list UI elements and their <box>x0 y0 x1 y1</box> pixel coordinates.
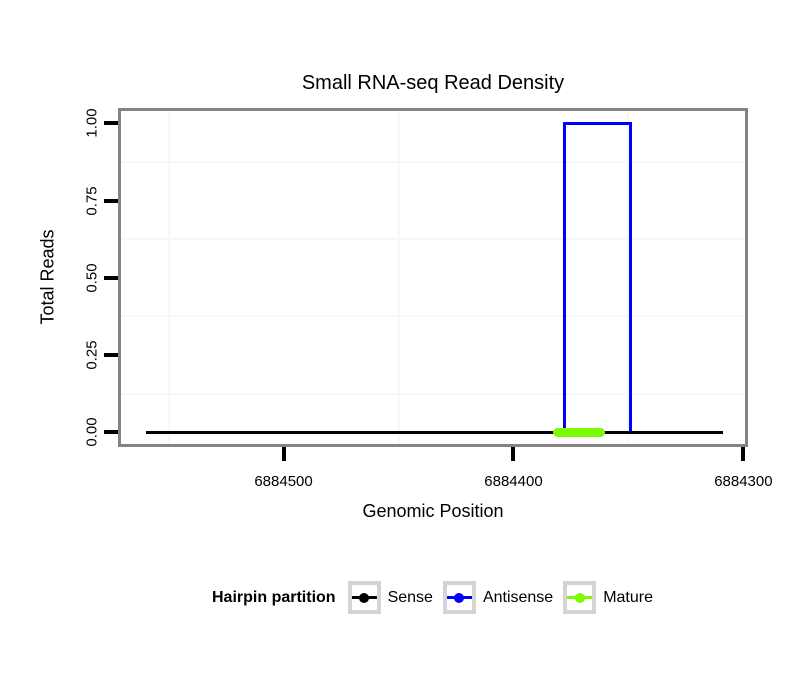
gridline-minor-horizontal <box>118 161 748 164</box>
series-mature-segment <box>552 427 606 437</box>
y-axis-tick-label: 1.00 <box>83 108 101 139</box>
y-axis-tick-label: 0.75 <box>83 186 101 216</box>
legend-label-antisense: Antisense <box>482 588 554 606</box>
legend-item-mature: Mature <box>563 581 653 614</box>
gridline-minor-horizontal <box>118 392 748 395</box>
y-axis-tick <box>104 275 118 280</box>
x-axis-tick-label: 6884400 <box>484 473 543 490</box>
gridline-minor-vertical <box>627 108 630 447</box>
x-axis-tick-label: 6884300 <box>714 473 773 490</box>
legend-key-dot <box>359 592 370 603</box>
gridline-minor-vertical <box>167 108 170 447</box>
x-axis-tick <box>511 447 516 461</box>
series-antisense-segment <box>562 121 566 434</box>
legend-key-dot <box>454 592 465 603</box>
series-antisense-segment <box>562 121 633 125</box>
legend-label-sense: Sense <box>387 588 433 606</box>
y-axis-title: Total Reads <box>37 229 58 325</box>
gridline-minor-horizontal <box>118 315 748 318</box>
legend: Hairpin partition Sense Antisense Mature <box>55 581 810 614</box>
y-axis-tick-label: 0.25 <box>83 340 101 370</box>
legend-key-sense-icon <box>347 581 381 614</box>
plot-panel <box>118 108 748 447</box>
series-antisense-segment <box>629 121 633 434</box>
y-axis-tick <box>104 430 118 435</box>
legend-key-mature-icon <box>563 581 597 614</box>
y-axis-tick <box>104 352 118 357</box>
y-axis-tick-label: 0.50 <box>83 263 101 293</box>
series-sense-segment <box>145 430 723 434</box>
chart-title: Small RNA-seq Read Density <box>301 72 565 94</box>
y-axis-tick <box>104 121 118 126</box>
gridline-minor-vertical <box>397 108 400 447</box>
y-axis-tick-label: 0.00 <box>83 417 101 447</box>
x-axis-tick-label: 6884500 <box>254 473 313 490</box>
x-axis-title: Genomic Position <box>362 501 504 521</box>
legend-title: Hairpin partition <box>212 588 336 606</box>
x-axis-tick <box>281 447 286 461</box>
legend-item-antisense: Antisense <box>442 581 554 614</box>
x-axis-tick <box>741 447 746 461</box>
y-axis-tick <box>104 198 118 203</box>
legend-item-sense: Sense <box>347 581 433 614</box>
gridline-minor-horizontal <box>118 238 748 241</box>
legend-key-dot <box>574 592 585 603</box>
legend-key-antisense-icon <box>442 581 476 614</box>
legend-label-mature: Mature <box>603 588 653 606</box>
